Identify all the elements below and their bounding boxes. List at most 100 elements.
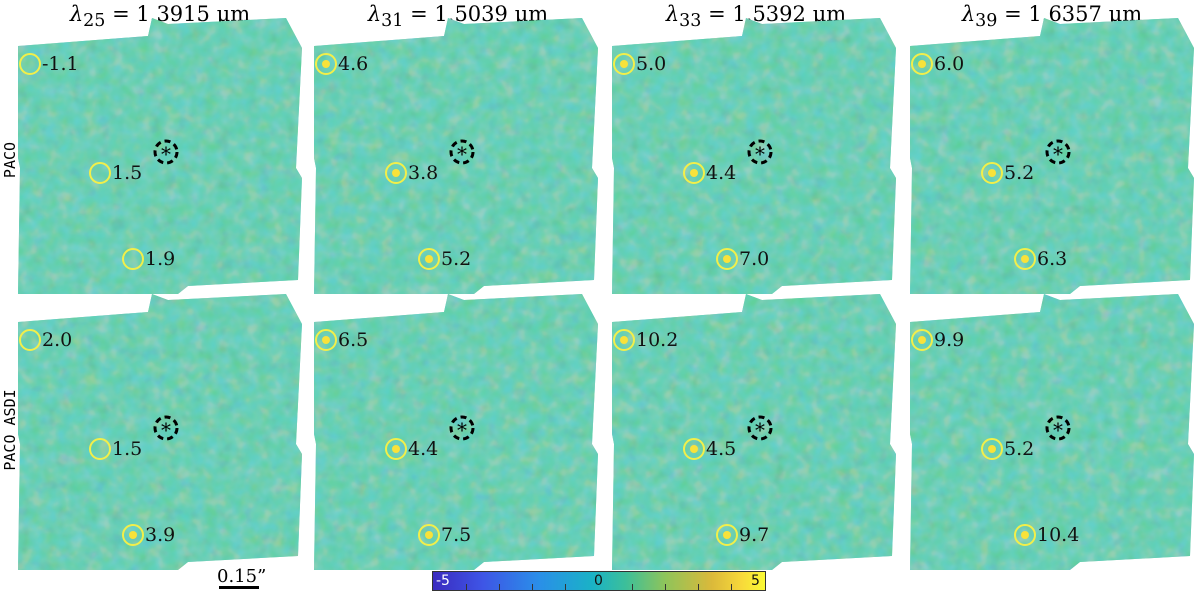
snr-value-label: 10.2	[636, 329, 679, 351]
source-peak	[392, 445, 400, 453]
source-circle	[716, 248, 738, 270]
detection-map-image: *	[18, 18, 302, 294]
source-circle	[315, 329, 337, 351]
source-circle	[418, 524, 440, 546]
source-circle	[122, 524, 144, 546]
source-circle	[683, 438, 705, 460]
source-peak	[723, 531, 731, 539]
detection-map-panel: * 6.0 5.2 6.3	[910, 18, 1194, 294]
source-circle	[315, 53, 337, 75]
source-peak	[988, 445, 996, 453]
source-circle	[981, 162, 1003, 184]
source-circle	[716, 524, 738, 546]
detection-map-panel: * 6.5 4.4 7.5	[314, 294, 598, 570]
source-peak	[425, 255, 433, 263]
detection-map-panel: * 2.0 1.5 3.9	[18, 294, 302, 570]
star-symbol: *	[161, 142, 171, 166]
detection-map-panel: * 5.0 4.4 7.0	[612, 18, 896, 294]
snr-value-label: 1.5	[112, 162, 143, 184]
star-symbol: *	[1053, 418, 1063, 442]
star-position-marker	[747, 139, 773, 165]
star-symbol: *	[457, 418, 467, 442]
colorbar-tick	[731, 584, 732, 590]
source-peak	[918, 336, 926, 344]
source-circle	[1014, 524, 1036, 546]
map-noise-texture	[910, 18, 1194, 294]
star-position-marker	[747, 415, 773, 441]
colorbar-max-label: 5	[751, 573, 760, 589]
source-circle	[418, 248, 440, 270]
detection-map-image: *	[910, 18, 1194, 294]
scalebar-line	[219, 586, 259, 589]
map-noise-texture	[612, 18, 896, 294]
colorbar-tick	[632, 584, 633, 590]
detection-map-image: *	[18, 294, 302, 570]
detection-map-image: *	[314, 18, 598, 294]
source-circle	[911, 329, 933, 351]
snr-value-label: -1.1	[42, 53, 79, 75]
star-position-marker	[153, 139, 179, 165]
source-circle	[19, 53, 41, 75]
star-position-marker	[1045, 415, 1071, 441]
source-circle	[1014, 248, 1036, 270]
star-symbol: *	[755, 418, 765, 442]
source-circle	[613, 53, 635, 75]
map-noise-texture	[18, 294, 302, 570]
map-noise-texture	[314, 18, 598, 294]
source-circle	[683, 162, 705, 184]
source-peak	[129, 531, 137, 539]
colorbar-tick	[466, 584, 467, 590]
colorbar-mid-label: 0	[594, 573, 603, 589]
detection-map-image: *	[910, 294, 1194, 570]
map-noise-texture	[314, 294, 598, 570]
snr-value-label: 5.0	[636, 53, 667, 75]
source-peak	[392, 169, 400, 177]
source-peak	[723, 255, 731, 263]
colorbar-tick	[698, 584, 699, 590]
map-noise-texture	[612, 294, 896, 570]
snr-value-label: 5.2	[1004, 438, 1035, 460]
map-noise-texture	[910, 294, 1194, 570]
snr-value-label: 7.0	[739, 248, 770, 270]
colorbar-tick	[565, 584, 566, 590]
source-peak	[690, 445, 698, 453]
snr-value-label: 9.7	[739, 524, 770, 546]
detection-map-image: *	[612, 18, 896, 294]
snr-value-label: 6.0	[934, 53, 965, 75]
star-symbol: *	[1053, 142, 1063, 166]
snr-value-label: 6.5	[338, 329, 369, 351]
source-peak	[988, 169, 996, 177]
snr-value-label: 4.4	[408, 438, 439, 460]
source-peak	[918, 60, 926, 68]
snr-value-label: 7.5	[441, 524, 472, 546]
star-symbol: *	[755, 142, 765, 166]
star-symbol: *	[457, 142, 467, 166]
source-circle	[89, 162, 111, 184]
source-circle	[911, 53, 933, 75]
source-peak	[1021, 255, 1029, 263]
detection-map-image: *	[612, 294, 896, 570]
snr-value-label: 3.8	[408, 162, 439, 184]
column-title-3: λ33 = 1.5392 µm	[665, 2, 847, 32]
snr-value-label: 10.4	[1037, 524, 1080, 546]
source-peak	[620, 336, 628, 344]
source-peak	[322, 60, 330, 68]
star-position-marker	[1045, 139, 1071, 165]
snr-value-label: 6.3	[1037, 248, 1068, 270]
source-circle	[122, 248, 144, 270]
detection-map-panel: * -1.1 1.5 1.9	[18, 18, 302, 294]
source-circle	[981, 438, 1003, 460]
snr-value-label: 4.6	[338, 53, 369, 75]
snr-value-label: 1.9	[145, 248, 176, 270]
source-circle	[89, 438, 111, 460]
snr-value-label: 4.5	[706, 438, 737, 460]
row-label-paco-asdi: PACO ASDI	[1, 389, 19, 471]
source-peak	[620, 60, 628, 68]
star-position-marker	[153, 415, 179, 441]
snr-value-label: 5.2	[1004, 162, 1035, 184]
source-peak	[690, 169, 698, 177]
detection-map-panel: * 10.2 4.5 9.7	[612, 294, 896, 570]
colorbar-min-label: -5	[436, 573, 450, 589]
detection-map-image: *	[314, 294, 598, 570]
snr-value-label: 2.0	[42, 329, 73, 351]
